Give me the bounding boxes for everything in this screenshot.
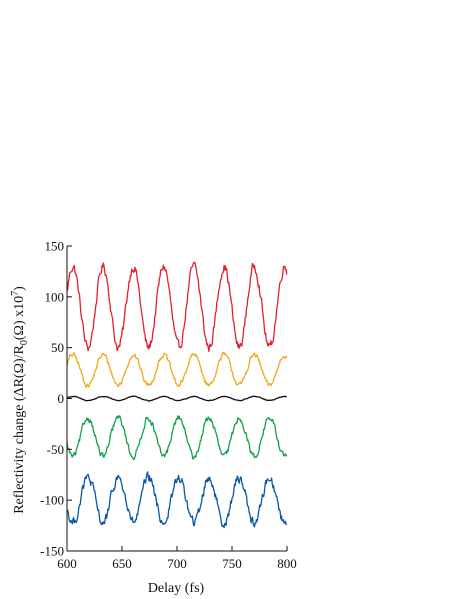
series-layer xyxy=(66,261,288,529)
series-line-4 xyxy=(66,415,288,461)
y-tick-label: -50 xyxy=(47,442,64,457)
y-tick-label: 50 xyxy=(51,340,64,355)
y-tick-label: 150 xyxy=(45,239,65,254)
x-axis-title: Delay (fs) xyxy=(148,581,205,596)
y-tick-label: -100 xyxy=(40,493,64,508)
y-tick-label: 100 xyxy=(45,289,65,304)
x-tick-label: 800 xyxy=(277,556,297,571)
y-axis-title-mid: (Ω) x10 xyxy=(12,296,27,340)
y-axis-title-main: Reflectivity change (ΔR(Ω)/R xyxy=(12,344,27,513)
x-tick-label: 650 xyxy=(112,556,132,571)
x-tick-label: 600 xyxy=(57,556,77,571)
series-line-3 xyxy=(66,395,287,402)
series-line-5 xyxy=(66,471,288,529)
y-axis-title-end: ) xyxy=(12,286,27,291)
y-tick-label: 0 xyxy=(58,391,65,406)
series-line-1 xyxy=(66,261,288,353)
y-axis-title-sup: 7 xyxy=(10,291,21,296)
y-axis-title-sub: 0 xyxy=(19,340,30,345)
x-tick-label: 750 xyxy=(222,556,242,571)
series-line-2 xyxy=(66,351,288,389)
y-tick-label: -150 xyxy=(40,544,64,559)
y-axis-title: Reflectivity change (ΔR(Ω)/R0(Ω) x107) xyxy=(10,286,30,514)
axes-layer xyxy=(66,246,287,552)
x-tick-label: 700 xyxy=(167,556,187,571)
